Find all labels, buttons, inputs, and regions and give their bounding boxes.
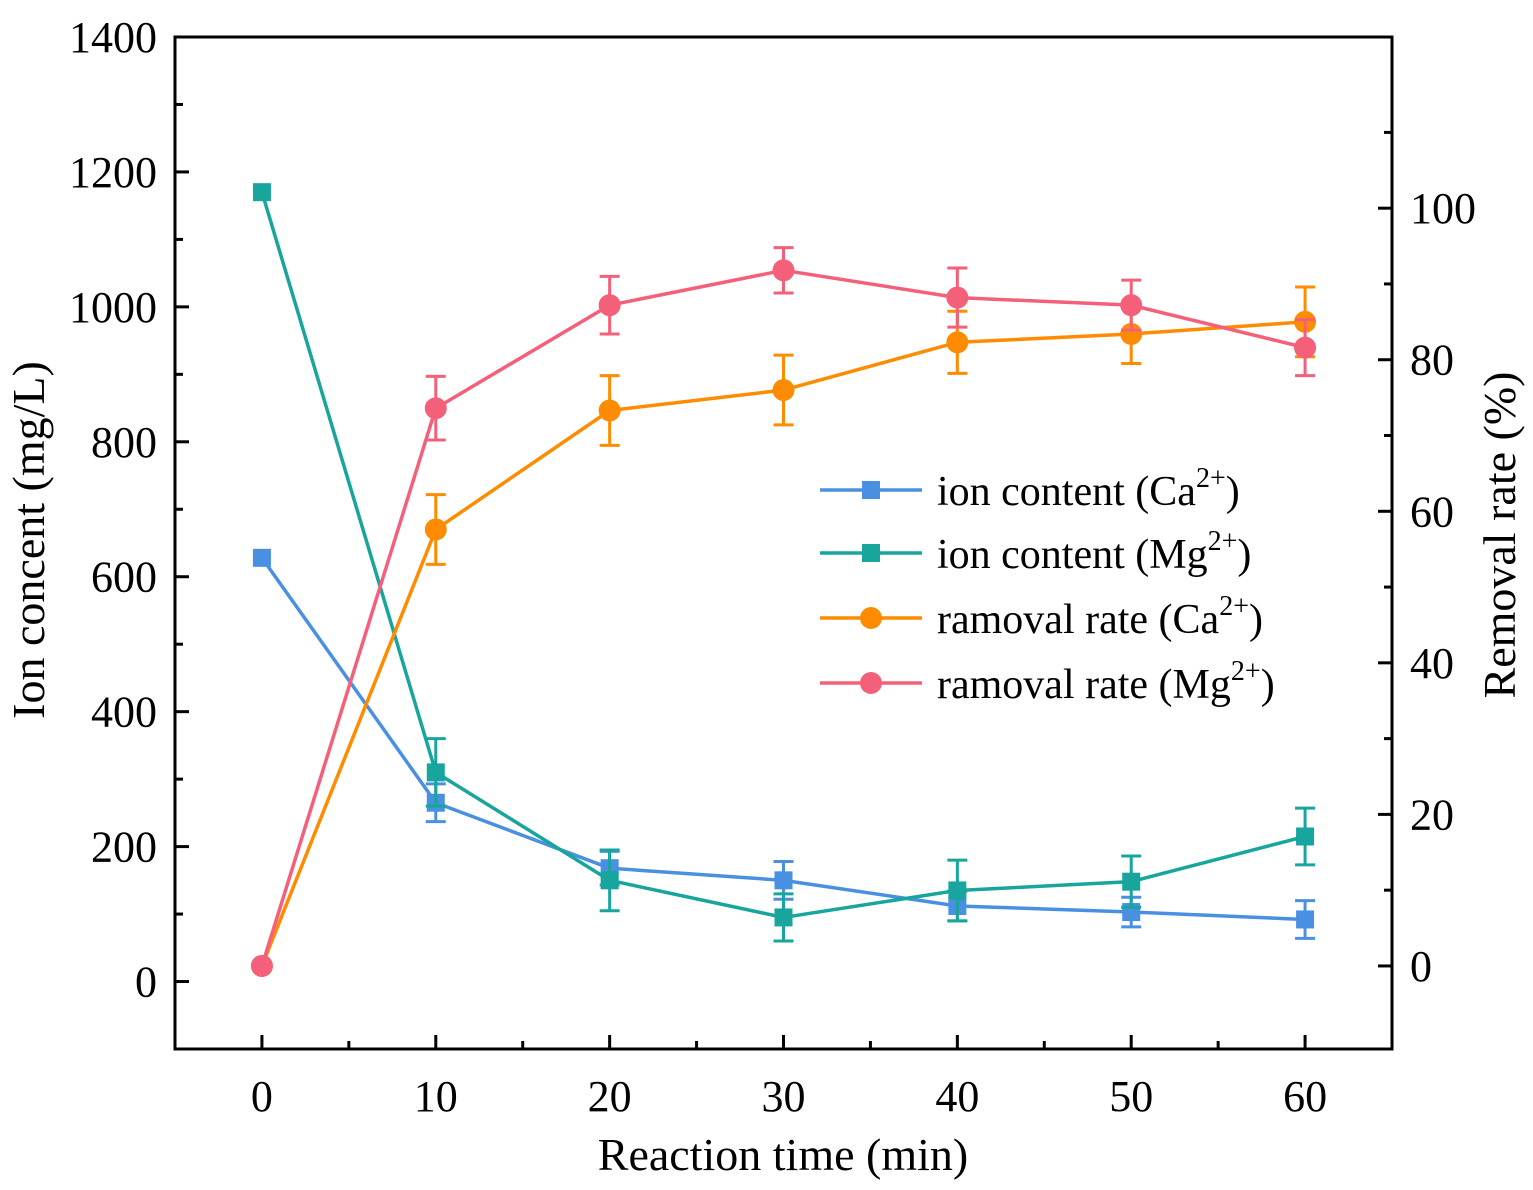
y-right-tick-label: 100 [1410,184,1476,233]
legend-label: ion content (Ca2+) [937,463,1240,515]
legend: ion content (Ca2+)ion content (Mg2+)ramo… [820,463,1275,708]
ca-rate-point [946,331,969,354]
x-tick-label: 20 [588,1072,632,1121]
mg-rate-point [772,259,795,282]
ca-content-point [774,871,793,890]
legend-label-superscript: 2+ [1196,463,1226,494]
plot-layer: 0 10 20 30 40 50 60020040060080010001200140002… [69,13,1476,1121]
mg-content-point [426,763,445,782]
legend-marker [862,481,880,499]
mg-rate-point [598,294,621,317]
legend-label-close: ) [1237,532,1251,578]
legend-marker [860,607,882,629]
y-left-tick-label: 0 [135,958,157,1007]
y-left-tick-label: 600 [91,553,157,602]
legend-label-text: ramoval rate (Mg [937,662,1231,708]
legend-label: ion content (Mg2+) [937,526,1251,578]
y-axis-left-label: Ion concent (mg/L) [3,361,54,719]
y-left-tick-label: 400 [91,688,157,737]
legend-label-text: ion content (Mg [937,532,1208,578]
y-left-tick-label: 1200 [69,148,157,197]
y-right-tick-label: 80 [1410,336,1454,385]
x-tick-label: 50 [1109,1072,1153,1121]
y-right-tick-label: 40 [1410,639,1454,688]
legend-label-text: ion content (Ca [937,469,1196,515]
y-left-tick-label: 800 [91,418,157,467]
x-tick-label: 30 [762,1072,806,1121]
legend-marker [860,672,882,694]
mg-content-point [948,881,967,900]
legend-label: ramoval rate (Mg2+) [937,656,1275,708]
ca-rate-point [424,518,447,541]
ca-rate-point [598,399,621,422]
y-left-tick-label: 1000 [69,283,157,332]
legend-label-close: ) [1249,597,1263,643]
legend-label-close: ) [1226,469,1240,515]
x-tick-label: 40 [935,1072,979,1121]
x-tick-label: 60 [1283,1072,1327,1121]
mg-content-point [1296,827,1315,846]
y-axis-right-label: Removal rate (%) [1474,372,1525,699]
mg-rate-point [1120,294,1143,317]
mg-rate-point [424,397,447,420]
mg-rate-point [946,286,969,309]
y-left-tick-label: 1400 [69,13,157,62]
mg-rate-point [1294,336,1317,359]
mg-rate-point [250,954,273,977]
mg-content-point [774,908,793,927]
x-axis-label: Reaction time (min) [598,1129,968,1180]
mg-content-point [252,183,271,202]
y-right-tick-label: 60 [1410,487,1454,536]
ca-content-point [252,548,271,567]
legend-label: ramoval rate (Ca2+) [937,591,1263,643]
y-right-tick-label: 20 [1410,790,1454,839]
mg-content-point [1122,872,1141,891]
x-tick-label: 0 [251,1072,273,1121]
x-tick-label: 10 [414,1072,458,1121]
legend-label-text: ramoval rate (Ca [937,597,1220,643]
ca-rate-point [772,379,795,402]
legend-marker [862,544,880,562]
mg-content-point [600,871,619,890]
ca-content-point [1296,910,1315,929]
legend-label-close: ) [1261,662,1275,708]
ca-rate-point [1120,322,1143,345]
legend-label-superscript: 2+ [1231,656,1261,687]
legend-label-superscript: 2+ [1208,526,1238,557]
y-right-tick-label: 0 [1410,942,1432,991]
legend-label-superscript: 2+ [1219,591,1249,622]
y-left-tick-label: 200 [91,823,157,872]
